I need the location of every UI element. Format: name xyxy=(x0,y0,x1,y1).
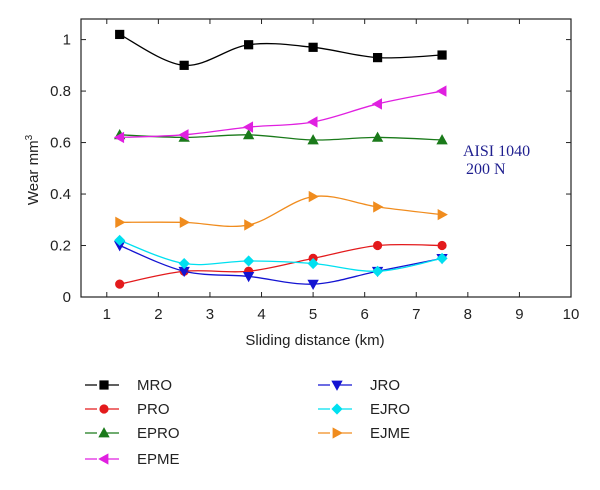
data-point-jro xyxy=(242,272,255,283)
x-tick-label: 8 xyxy=(464,306,472,323)
data-point-epro xyxy=(242,129,255,140)
data-point-epro xyxy=(307,134,319,145)
series-epme xyxy=(113,85,447,144)
y-tick-label: 0.2 xyxy=(50,238,71,255)
y-tick-label: 0.6 xyxy=(50,135,71,152)
x-tick-label: 2 xyxy=(154,306,162,323)
x-tick-label: 1 xyxy=(103,306,111,323)
series-line-ejro xyxy=(119,239,443,272)
data-point-epro xyxy=(436,134,448,145)
series-line-pro xyxy=(119,243,443,285)
x-tick-label: 4 xyxy=(257,306,265,323)
data-point-ejro xyxy=(307,257,319,270)
legend-marker-epro xyxy=(98,427,110,438)
series-line-ejme xyxy=(119,195,443,228)
legend-item-pro: PRO xyxy=(85,401,170,418)
legend-marker-epme xyxy=(98,453,109,465)
data-point-mro xyxy=(437,50,447,60)
data-point-epme xyxy=(242,121,254,133)
legend-item-epme: EPME xyxy=(85,451,180,468)
series-line-epme xyxy=(119,90,443,139)
legend-marker-mro xyxy=(99,380,109,390)
data-point-epme xyxy=(371,98,382,110)
x-tick-label: 9 xyxy=(515,306,523,323)
legend-marker-ejme xyxy=(332,427,343,439)
annotation-material: AISI 1040 xyxy=(463,143,530,160)
legend-label-pro: PRO xyxy=(137,401,170,418)
data-point-ejro xyxy=(114,234,126,246)
legend-label-jro: JRO xyxy=(370,377,400,394)
legend-item-epro: EPRO xyxy=(85,425,180,442)
y-axis-title: Wear mm3 xyxy=(24,134,42,205)
data-point-epme xyxy=(307,116,318,128)
x-axis-title: Sliding distance (km) xyxy=(245,332,384,349)
data-point-mro xyxy=(179,60,189,70)
data-point-ejme xyxy=(373,201,384,213)
annotation-load: 200 N xyxy=(466,161,506,178)
x-tick-label: 6 xyxy=(361,306,369,323)
y-axis-title-main: Wear mm xyxy=(25,140,42,205)
y-axis-title-superscript: 3 xyxy=(24,134,35,140)
legend-label-ejro: EJRO xyxy=(370,401,410,418)
data-point-ejro xyxy=(243,255,255,267)
legend-marker-pro xyxy=(99,404,109,414)
legend-label-mro: MRO xyxy=(137,377,172,394)
x-tick-label: 10 xyxy=(563,306,580,323)
legend-item-mro: MRO xyxy=(85,377,172,394)
series-line-jro xyxy=(119,244,443,285)
x-tick-label: 7 xyxy=(412,306,420,323)
x-tick-label: 5 xyxy=(309,306,317,323)
legend-marker-ejro xyxy=(331,403,343,415)
y-tick-label: 0.4 xyxy=(50,186,71,203)
data-point-ejme xyxy=(244,219,255,231)
data-point-ejme xyxy=(179,216,190,229)
data-point-ejme xyxy=(437,208,448,221)
series-line-epro xyxy=(119,134,443,141)
data-point-ejro xyxy=(436,252,448,264)
data-point-epro xyxy=(371,131,384,142)
legend-item-ejro: EJRO xyxy=(318,401,410,418)
y-tick-label: 1 xyxy=(63,32,71,49)
data-point-epme xyxy=(113,131,125,144)
data-point-pro xyxy=(372,240,383,251)
plot-frame xyxy=(80,18,572,298)
series-mro xyxy=(115,29,447,70)
legend: MRO PRO EPRO EPME JRO EJRO EJME xyxy=(85,377,410,468)
legend-item-ejme: EJME xyxy=(318,425,410,442)
data-point-epme xyxy=(436,85,447,97)
data-point-pro xyxy=(437,240,447,251)
series-ejme xyxy=(115,190,448,231)
data-point-mro xyxy=(115,29,125,40)
y-tick-label: 0 xyxy=(63,289,71,306)
series-epro xyxy=(114,129,448,145)
series-line-mro xyxy=(119,33,443,66)
data-point-mro xyxy=(308,42,318,52)
y-tick-label: 0.8 xyxy=(50,83,71,100)
legend-marker-jro xyxy=(331,380,343,391)
data-point-jro xyxy=(307,279,319,290)
data-point-ejro xyxy=(372,265,384,277)
data-point-ejme xyxy=(308,190,319,203)
data-point-ejme xyxy=(115,216,126,229)
data-point-mro xyxy=(372,53,383,63)
legend-label-ejme: EJME xyxy=(370,425,410,442)
series-ejro xyxy=(114,234,448,277)
data-point-mro xyxy=(244,40,254,50)
legend-label-epro: EPRO xyxy=(137,425,180,442)
legend-item-jro: JRO xyxy=(318,377,400,394)
legend-label-epme: EPME xyxy=(137,451,180,468)
data-point-epme xyxy=(178,129,189,141)
data-point-pro xyxy=(115,279,125,289)
data-point-ejro xyxy=(178,257,190,270)
x-tick-label: 3 xyxy=(206,306,214,323)
